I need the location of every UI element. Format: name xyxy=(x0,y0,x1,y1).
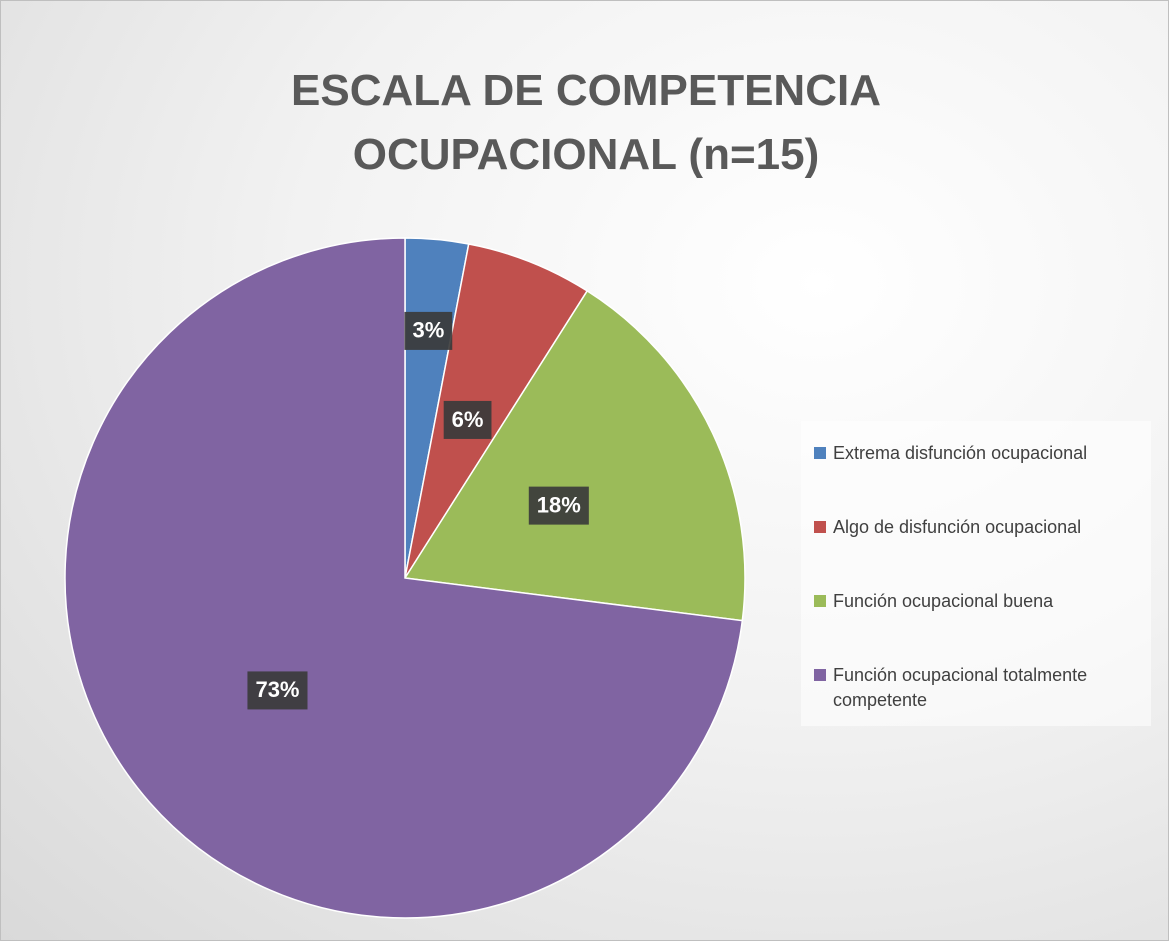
data-label-box xyxy=(528,486,589,525)
data-label-box xyxy=(404,311,453,350)
legend-swatch xyxy=(814,447,826,459)
data-label-box xyxy=(247,671,308,710)
legend-entry: Función ocupacional totalmente competent… xyxy=(814,663,1148,713)
data-label-box xyxy=(443,400,492,439)
data-label: 73% xyxy=(255,677,299,702)
legend-label: Algo de disfunción ocupacional xyxy=(833,517,1082,537)
legend-label: Función ocupacional totalmente competent… xyxy=(833,665,1088,710)
legend: Extrema disfunción ocupacional Algo de di… xyxy=(801,421,1151,726)
legend-swatch xyxy=(814,595,826,607)
pie-slice xyxy=(403,289,746,622)
data-label: 18% xyxy=(537,492,581,517)
legend-label: Función ocupacional buena xyxy=(833,591,1054,611)
legend-swatch xyxy=(814,669,826,681)
pie-slice xyxy=(64,237,744,919)
chart-title: ESCALA DE COMPETENCIA OCUPACIONAL (n=15) xyxy=(291,66,881,179)
legend-label: Extrema disfunción ocupacional xyxy=(833,443,1088,463)
legend-entry: Extrema disfunción ocupacional xyxy=(814,441,1148,466)
legend-swatch xyxy=(814,521,826,533)
data-label: 6% xyxy=(452,407,484,432)
pie-slice xyxy=(404,243,589,579)
data-label: 3% xyxy=(412,318,444,343)
legend-entry: Algo de disfunción ocupacional xyxy=(814,515,1148,540)
legend-entry: Función ocupacional buena xyxy=(814,589,1148,614)
